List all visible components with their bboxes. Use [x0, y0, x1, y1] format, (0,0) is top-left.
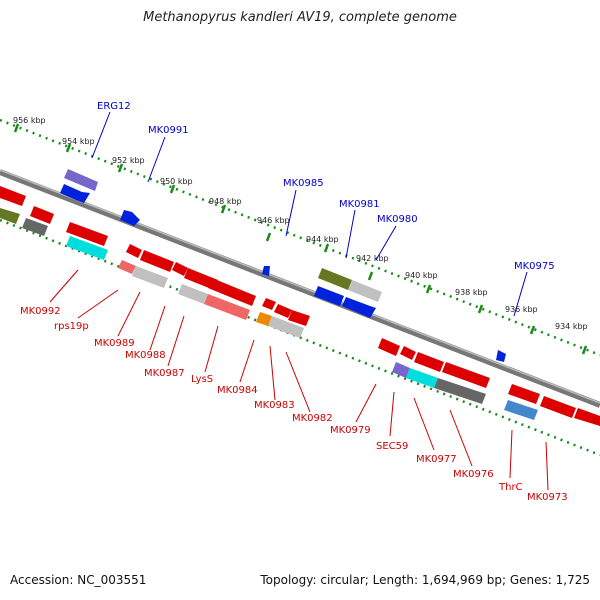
kbp-label: 936 kbp — [505, 305, 538, 314]
gene-mk0984[interactable] — [208, 278, 256, 306]
kbp-label: 948 kbp — [209, 197, 242, 206]
gene-label[interactable]: MK0979 — [330, 425, 371, 436]
map-title: Methanopyrus kandleri AV19, complete gen… — [143, 10, 457, 25]
accession-text: Accession: NC_003551 — [10, 573, 147, 587]
gene-mk0975[interactable] — [496, 350, 506, 362]
gene-label[interactable]: MK0987 — [144, 368, 185, 379]
kbp-label: 954 kbp — [62, 137, 95, 146]
gene-label[interactable]: MK0992 — [20, 306, 61, 317]
gene-thrc[interactable] — [504, 400, 538, 420]
kbp-label: 942 kbp — [356, 254, 389, 263]
gene-label[interactable]: MK0989 — [94, 338, 135, 349]
gene-mk0973-a[interactable] — [508, 384, 540, 404]
reverse-leaders — [49, 269, 549, 491]
gene-label[interactable]: MK0983 — [254, 400, 295, 411]
kbp-label: 938 kbp — [455, 288, 488, 297]
kbp-label: 950 kbp — [160, 177, 193, 186]
gene-mk0973-c[interactable] — [574, 408, 600, 426]
gene-left-olive[interactable] — [0, 208, 20, 224]
gene-mk0982-b[interactable] — [274, 304, 292, 318]
gene-label[interactable]: MK0976 — [453, 469, 494, 480]
gene-darkgrey[interactable] — [434, 378, 486, 404]
gene-sec59[interactable] — [400, 346, 416, 360]
gene-label[interactable]: MK0984 — [217, 385, 258, 396]
gene-mk0983-b[interactable] — [204, 294, 250, 320]
gene-orange[interactable] — [256, 312, 272, 326]
gene-mk0983-a[interactable] — [178, 284, 208, 304]
gene-mk0984f[interactable] — [348, 280, 382, 302]
gene-mk0990[interactable] — [120, 210, 140, 226]
genome-backbone-highlight — [0, 169, 600, 404]
upper-tick-track — [0, 118, 600, 357]
genome-summary-text: Topology: circular; Length: 1,694,969 bp… — [260, 573, 590, 587]
gene-mk0987-b[interactable] — [132, 266, 168, 288]
forward-gene-labels: ERG12 MK0991 MK0985 MK0981 MK0980 MK0975 — [97, 101, 555, 272]
gene-lyss-a[interactable] — [172, 262, 188, 276]
kbp-label: 946 kbp — [257, 216, 290, 225]
gene-label[interactable]: MK0981 — [339, 199, 380, 210]
gene-mk0976[interactable] — [442, 362, 490, 388]
gene-label[interactable]: MK0985 — [283, 178, 324, 189]
kbp-label: 956 kbp — [13, 116, 46, 125]
gene-mk0988[interactable] — [140, 250, 174, 272]
gene-mk0980[interactable] — [342, 297, 376, 318]
gene-label[interactable]: MK0977 — [416, 454, 457, 465]
gene-left-red[interactable] — [0, 186, 26, 206]
gene-mk0986[interactable] — [262, 266, 270, 276]
kbp-label: 944 kbp — [306, 235, 339, 244]
gene-label[interactable]: SEC59 — [376, 441, 408, 452]
gene-label[interactable]: MK0982 — [292, 413, 333, 424]
gene-label[interactable]: MK0980 — [377, 214, 418, 225]
gene-purple[interactable] — [392, 362, 410, 378]
gene-mk0981[interactable] — [314, 286, 344, 306]
gene-label[interactable]: LysS — [191, 374, 213, 385]
kbp-label: 952 kbp — [112, 156, 145, 165]
gene-mk0982-a[interactable] — [262, 298, 276, 310]
gene-grey-block[interactable] — [268, 316, 304, 338]
gene-erg12[interactable] — [64, 169, 98, 191]
kbp-tick-marks — [13, 123, 588, 355]
kbp-labels: 956 kbp 954 kbp 952 kbp 950 kbp 948 kbp … — [13, 116, 588, 331]
gene-label[interactable]: rps19p — [54, 321, 89, 332]
gene-mk0982-c[interactable] — [288, 310, 310, 326]
gene-left-grey[interactable] — [22, 218, 48, 236]
gene-label[interactable]: MK0973 — [527, 492, 568, 503]
gene-label[interactable]: ThrC — [498, 482, 523, 493]
gene-left-red2[interactable] — [30, 206, 54, 224]
genome-backbone — [0, 169, 600, 408]
forward-leaders — [91, 111, 528, 317]
forward-strand-genes — [60, 169, 506, 362]
gene-cyan[interactable] — [406, 368, 438, 388]
gene-mk0992[interactable] — [66, 222, 108, 246]
reverse-gene-labels: MK0992 rps19p MK0989 MK0988 MK0987 LysS … — [20, 306, 568, 503]
gene-label[interactable]: MK0988 — [125, 350, 166, 361]
gene-mk0977[interactable] — [414, 352, 444, 372]
gene-mk0985[interactable] — [318, 268, 352, 290]
gene-label[interactable]: ERG12 — [97, 101, 131, 112]
gene-mk0987-a[interactable] — [118, 260, 136, 274]
gene-rps19p[interactable] — [66, 236, 108, 260]
reverse-strand-genes — [0, 186, 600, 426]
kbp-label: 934 kbp — [555, 322, 588, 331]
gene-mk0973-b[interactable] — [540, 396, 576, 418]
kbp-label: 940 kbp — [405, 271, 438, 280]
gene-mk0991[interactable] — [60, 184, 90, 203]
gene-label[interactable]: MK0991 — [148, 125, 189, 136]
gene-label[interactable]: MK0975 — [514, 261, 555, 272]
gene-mk0989[interactable] — [126, 244, 142, 258]
gene-mk0979[interactable] — [378, 338, 400, 356]
